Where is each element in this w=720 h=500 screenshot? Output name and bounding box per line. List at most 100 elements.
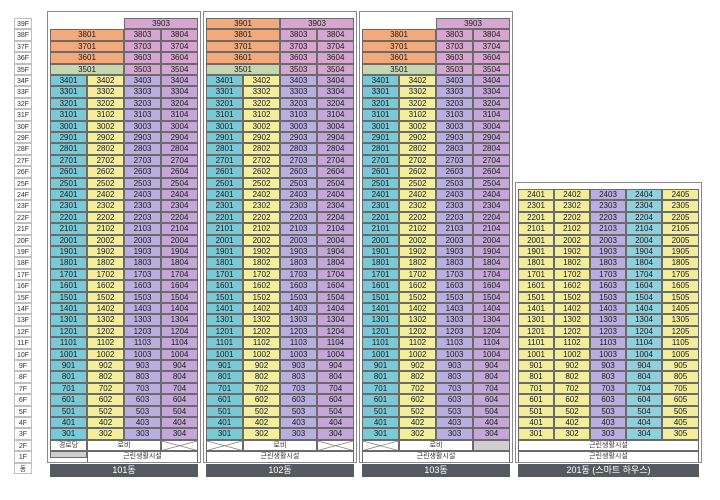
unit-cell: 3003 (436, 120, 473, 132)
unit-cell: 3801 (362, 29, 436, 41)
unit-cell: 2203 (590, 211, 626, 224)
unit-cell: 901 (50, 360, 87, 372)
unit-cell: 2401 (362, 189, 399, 201)
unit-cell: 1203 (124, 325, 161, 338)
unit-cell: 505 (662, 405, 699, 417)
floor-label: 36F (14, 52, 32, 64)
floor-label: 1F (14, 451, 32, 463)
unit-cell: 1602 (243, 280, 280, 292)
unit-cell: 804 (161, 371, 198, 383)
unit-cell: 3103 (124, 109, 161, 121)
unit-cell: 1903 (124, 246, 161, 258)
unit-cell: 3001 (206, 120, 243, 132)
unit-cell: 501 (50, 405, 87, 417)
unit-cell: 2502 (87, 177, 124, 189)
unit-cell: 801 (362, 371, 399, 383)
unit-cell: 2001 (518, 234, 554, 246)
unit-cell: 2504 (161, 177, 198, 189)
unit-cell: 2104 (317, 223, 354, 235)
unit-cell: 1101 (362, 337, 399, 349)
unit-cell: 904 (473, 360, 510, 372)
unit-cell: 2103 (124, 223, 161, 235)
unit-cell: 301 (206, 428, 243, 440)
unit-cell: 1401 (362, 303, 399, 315)
unit-cell: 1203 (280, 325, 317, 338)
unit-cell: 402 (399, 417, 436, 429)
unit-cell: 3804 (473, 29, 510, 41)
unit-cell: 403 (590, 417, 626, 429)
unit-cell: 1001 (362, 348, 399, 360)
unit-cell: 1101 (518, 337, 554, 349)
unit-cell: 3304 (473, 86, 510, 98)
unit-cell: 1203 (436, 325, 473, 338)
unit-cell: 3903 (280, 18, 354, 30)
unit-cell: 1802 (399, 257, 436, 269)
unit-cell: 2504 (317, 177, 354, 189)
unit-cell: 1104 (317, 337, 354, 349)
unit-cell: 2201 (518, 211, 554, 224)
unit-cell: 1404 (317, 303, 354, 315)
lobby-cell: 로비 (399, 439, 473, 452)
unit-cell: 2903 (436, 132, 473, 144)
unit-cell: 704 (317, 382, 354, 395)
unit-cell: 3504 (473, 63, 510, 75)
unit-cell: 3204 (317, 97, 354, 110)
floor-label: 28F (14, 143, 32, 155)
unit-cell: 2502 (399, 177, 436, 189)
unit-cell: 502 (87, 405, 124, 417)
unit-cell: 704 (161, 382, 198, 395)
unit-cell: 604 (473, 394, 510, 406)
unit-cell: 701 (50, 382, 87, 395)
unit-cell: 501 (362, 405, 399, 417)
unit-cell: 2403 (590, 189, 626, 201)
empty-cell (317, 439, 354, 452)
unit-cell: 701 (206, 382, 243, 395)
unit-cell: 1602 (399, 280, 436, 292)
unit-cell: 301 (50, 428, 87, 440)
unit-cell: 503 (590, 405, 626, 417)
senior-center-cell: 경로당 (50, 439, 87, 452)
unit-cell: 1201 (206, 325, 243, 338)
unit-cell: 1604 (626, 280, 662, 292)
floor-label: 32F (14, 97, 32, 110)
unit-cell: 301 (518, 428, 554, 440)
unit-cell: 1204 (317, 325, 354, 338)
unit-cell: 1701 (518, 268, 554, 281)
unit-cell: 1504 (317, 291, 354, 303)
unit-cell: 2604 (161, 166, 198, 178)
unit-cell: 3803 (124, 29, 161, 41)
unit-cell: 2104 (626, 223, 662, 235)
unit-cell: 2101 (206, 223, 243, 235)
unit-cell: 1404 (473, 303, 510, 315)
unit-cell: 1502 (87, 291, 124, 303)
unit-cell: 3701 (50, 40, 124, 53)
unit-cell: 3302 (243, 86, 280, 98)
unit-cell: 3501 (362, 63, 436, 75)
unit-cell: 2004 (626, 234, 662, 246)
unit-cell: 801 (50, 371, 87, 383)
unit-cell: 2204 (626, 211, 662, 224)
floor-label: 34F (14, 75, 32, 87)
unit-cell: 603 (280, 394, 317, 406)
building-outline (359, 10, 513, 463)
unit-cell: 3404 (161, 75, 198, 87)
unit-cell: 2804 (317, 143, 354, 155)
unit-cell: 3601 (206, 52, 280, 64)
unit-cell: 1704 (317, 268, 354, 281)
unit-cell: 1504 (473, 291, 510, 303)
unit-cell: 2105 (662, 223, 699, 235)
unit-cell: 801 (518, 371, 554, 383)
unit-cell: 804 (626, 371, 662, 383)
unit-cell: 1503 (590, 291, 626, 303)
building-name: 101동 (50, 463, 198, 477)
unit-cell: 1302 (399, 314, 436, 326)
unit-cell: 1401 (50, 303, 87, 315)
unit-cell: 1105 (662, 337, 699, 349)
unit-cell: 3101 (50, 109, 87, 121)
unit-cell: 1502 (399, 291, 436, 303)
unit-cell: 3401 (50, 75, 87, 87)
unit-cell: 3701 (206, 40, 280, 53)
unit-cell: 1901 (206, 246, 243, 258)
unit-cell: 502 (243, 405, 280, 417)
unit-cell: 2104 (161, 223, 198, 235)
